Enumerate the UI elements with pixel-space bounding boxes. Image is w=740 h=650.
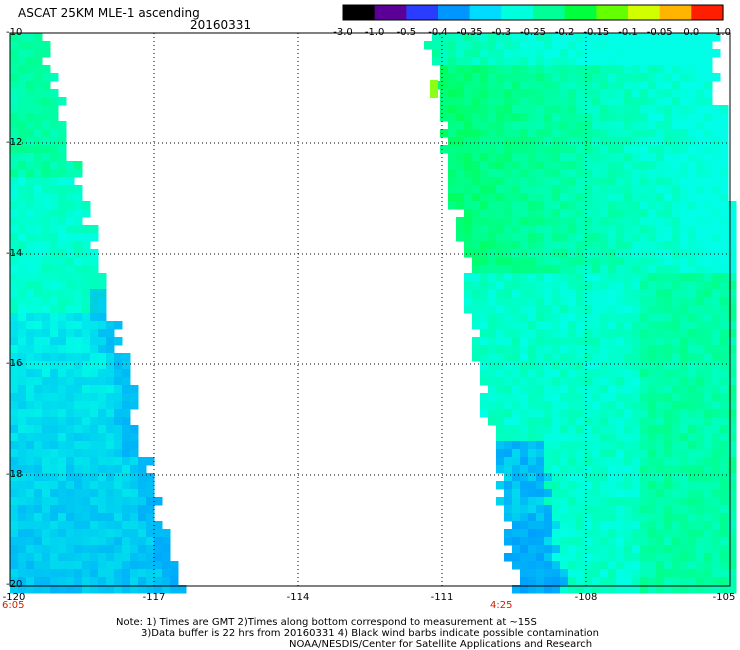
colorbar-label: -0.5 [396,27,417,38]
swath-time-left: 6:05 [2,600,25,611]
colorbar-label: -0.2 [554,27,575,38]
y-tick-label: -14 [6,248,23,259]
colorbar-segment [628,5,661,20]
note-line-2: 3)Data buffer is 22 hrs from 20160331 4)… [141,628,599,639]
swath-left [10,33,187,594]
colorbar-label: 1.0 [715,27,731,38]
y-tick-label: -12 [6,137,23,148]
grid-lines [10,33,730,586]
colorbar-segment [501,5,534,20]
x-tick-label: -120 [2,592,26,603]
y-tick-label: -16 [6,358,23,369]
colorbar [342,4,724,21]
y-tick-label: -20 [6,579,23,590]
colorbar-label: 0.0 [683,27,700,38]
x-tick-label: -105 [712,592,736,603]
colorbar-segment [343,5,376,20]
swath-right [424,33,737,594]
map-title: ASCAT 25KM MLE-1 ascending [18,6,200,20]
colorbar-segment [691,5,724,20]
colorbar-label: -0.35 [456,27,483,38]
colorbar-segment [564,5,597,20]
colorbar-segment [438,5,471,20]
x-tick-label: -108 [574,592,598,603]
colorbar-segment [659,5,692,20]
map-frame [9,32,731,587]
map-date: 20160331 [190,18,252,32]
swath-time-right: 4:25 [490,600,513,611]
colorbar-label: -3.0 [333,27,353,38]
colorbar-label: -0.05 [646,27,673,38]
colorbar-segment [469,5,502,20]
colorbar-label: -1.0 [364,27,385,38]
y-tick-label: -10 [6,27,23,38]
y-tick-label: -18 [6,469,23,480]
x-tick-label: -114 [286,592,310,603]
colorbar-label: -0.3 [491,27,512,38]
note-line-1: Note: 1) Times are GMT 2)Times along bot… [116,617,537,628]
note-line-3: NOAA/NESDIS/Center for Satellite Applica… [289,639,593,650]
colorbar-segment [533,5,566,20]
colorbar-segment [406,5,439,20]
swath-layer [10,33,737,594]
colorbar-label: -0.4 [428,27,448,38]
colorbar-label: -0.1 [618,27,638,38]
colorbar-segment [596,5,629,20]
colorbar-label: -0.25 [520,27,546,38]
x-tick-label: -111 [430,592,454,603]
colorbar-label: -0.15 [583,27,610,38]
colorbar-segment [374,5,407,20]
x-tick-label: -117 [142,592,166,603]
